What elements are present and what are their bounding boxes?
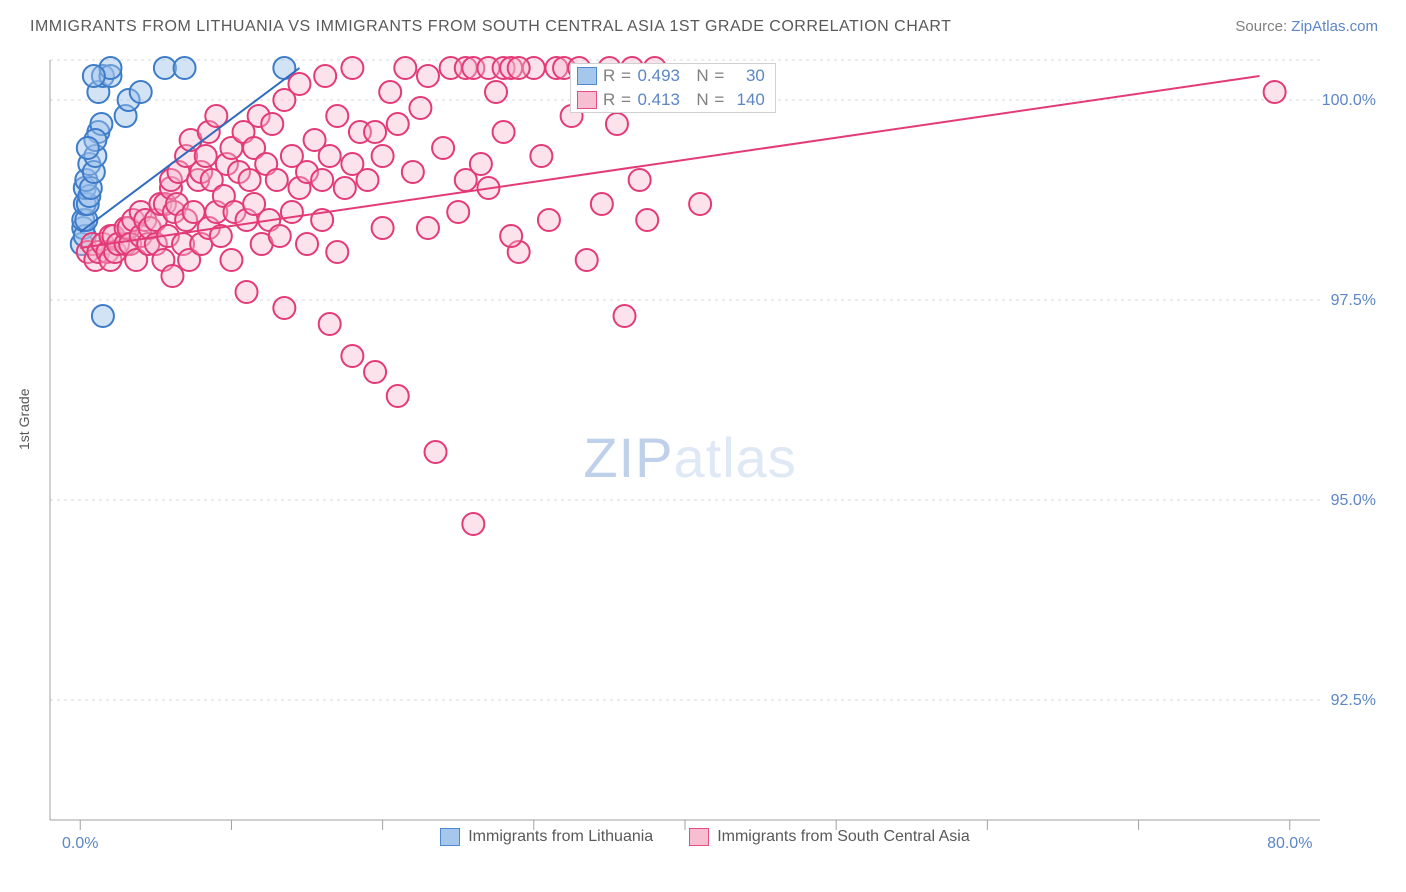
- stats-row: R = 0.493 N = 30: [571, 64, 775, 88]
- data-point: [236, 281, 258, 303]
- data-point: [591, 193, 613, 215]
- correlation-stats-box: R = 0.493 N = 30R = 0.413 N = 140: [570, 63, 776, 113]
- legend-item: Immigrants from South Central Asia: [689, 828, 970, 846]
- svg-text:95.0%: 95.0%: [1331, 492, 1376, 509]
- chart-area: 1st Grade 0.0%80.0%92.5%95.0%97.5%100.0%…: [30, 50, 1380, 850]
- data-point: [161, 265, 183, 287]
- data-point: [538, 209, 560, 231]
- svg-text:92.5%: 92.5%: [1331, 692, 1376, 709]
- legend-item: Immigrants from Lithuania: [440, 828, 653, 846]
- stats-r-label: R =: [603, 66, 631, 86]
- source-label: Source:: [1235, 18, 1287, 35]
- data-point: [629, 169, 651, 191]
- data-point: [174, 57, 196, 79]
- data-point: [500, 225, 522, 247]
- legend-swatch: [689, 828, 709, 846]
- data-point: [462, 513, 484, 535]
- data-point: [417, 217, 439, 239]
- data-point: [319, 313, 341, 335]
- data-point: [326, 105, 348, 127]
- data-point: [239, 169, 261, 191]
- data-point: [326, 241, 348, 263]
- data-point: [425, 441, 447, 463]
- data-point: [288, 73, 310, 95]
- data-point: [334, 177, 356, 199]
- stats-n-value: 30: [731, 66, 765, 86]
- stats-n-label: N =: [686, 66, 725, 86]
- stats-r-label: R =: [603, 90, 631, 110]
- data-point: [357, 169, 379, 191]
- y-axis-label: 1st Grade: [16, 389, 32, 450]
- data-point: [576, 249, 598, 271]
- data-point: [220, 249, 242, 271]
- data-point: [281, 201, 303, 223]
- data-point: [269, 225, 291, 247]
- data-point: [470, 153, 492, 175]
- data-point: [364, 121, 386, 143]
- stats-n-value: 140: [731, 90, 765, 110]
- data-point: [130, 81, 152, 103]
- legend: Immigrants from Lithuania Immigrants from…: [30, 828, 1380, 846]
- data-point: [372, 217, 394, 239]
- data-point: [379, 81, 401, 103]
- data-point: [636, 209, 658, 231]
- data-point: [606, 113, 628, 135]
- data-point: [614, 305, 636, 327]
- data-point: [409, 97, 431, 119]
- data-point: [273, 297, 295, 319]
- data-point: [372, 145, 394, 167]
- data-point: [387, 385, 409, 407]
- data-point: [92, 305, 114, 327]
- data-point: [493, 121, 515, 143]
- data-point: [402, 161, 424, 183]
- legend-label: Immigrants from Lithuania: [468, 828, 653, 846]
- stats-r-value: 0.413: [637, 90, 680, 110]
- data-point: [77, 137, 99, 159]
- data-point: [261, 113, 283, 135]
- legend-swatch: [440, 828, 460, 846]
- data-point: [364, 361, 386, 383]
- svg-text:100.0%: 100.0%: [1322, 92, 1376, 109]
- data-point: [447, 201, 469, 223]
- stats-swatch: [577, 91, 597, 109]
- source-attribution: Source: ZipAtlas.com: [1235, 18, 1378, 35]
- data-point: [508, 57, 530, 79]
- data-point: [485, 81, 507, 103]
- data-point: [296, 233, 318, 255]
- data-point: [341, 57, 363, 79]
- data-point: [266, 169, 288, 191]
- data-point: [314, 65, 336, 87]
- stats-n-label: N =: [686, 90, 725, 110]
- scatter-plot: 0.0%80.0%92.5%95.0%97.5%100.0%: [30, 50, 1380, 850]
- stats-swatch: [577, 67, 597, 85]
- data-point: [689, 193, 711, 215]
- data-point: [83, 65, 105, 87]
- legend-label: Immigrants from South Central Asia: [717, 828, 970, 846]
- data-point: [417, 65, 439, 87]
- svg-text:97.5%: 97.5%: [1331, 292, 1376, 309]
- stats-r-value: 0.493: [637, 66, 680, 86]
- data-point: [311, 169, 333, 191]
- data-point: [530, 145, 552, 167]
- stats-row: R = 0.413 N = 140: [571, 88, 775, 112]
- chart-title: IMMIGRANTS FROM LITHUANIA VS IMMIGRANTS …: [30, 18, 951, 36]
- source-link[interactable]: ZipAtlas.com: [1291, 18, 1378, 35]
- data-point: [195, 145, 217, 167]
- data-point: [387, 113, 409, 135]
- data-point: [432, 137, 454, 159]
- data-point: [341, 345, 363, 367]
- data-point: [319, 145, 341, 167]
- data-point: [1264, 81, 1286, 103]
- data-point: [394, 57, 416, 79]
